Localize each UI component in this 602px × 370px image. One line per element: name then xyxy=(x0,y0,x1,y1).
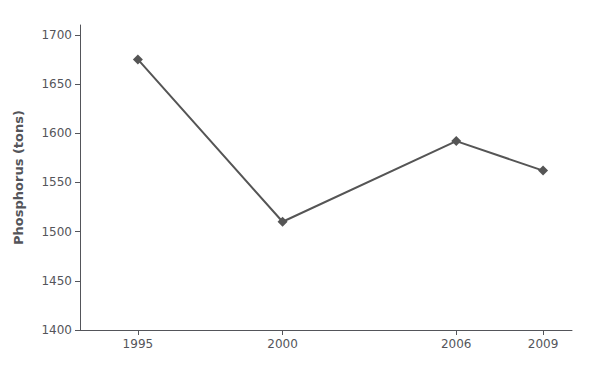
svg-text:1700: 1700 xyxy=(41,28,72,42)
svg-text:1500: 1500 xyxy=(41,225,72,239)
svg-text:Phosphorus (tons): Phosphorus (tons) xyxy=(11,110,26,245)
svg-text:1400: 1400 xyxy=(41,323,72,337)
svg-text:1550: 1550 xyxy=(41,175,72,189)
svg-text:1600: 1600 xyxy=(41,126,72,140)
svg-text:1450: 1450 xyxy=(41,274,72,288)
svg-text:2006: 2006 xyxy=(441,337,472,351)
svg-text:2000: 2000 xyxy=(267,337,298,351)
svg-text:1995: 1995 xyxy=(123,337,154,351)
svg-text:2009: 2009 xyxy=(528,337,559,351)
svg-text:1650: 1650 xyxy=(41,77,72,91)
